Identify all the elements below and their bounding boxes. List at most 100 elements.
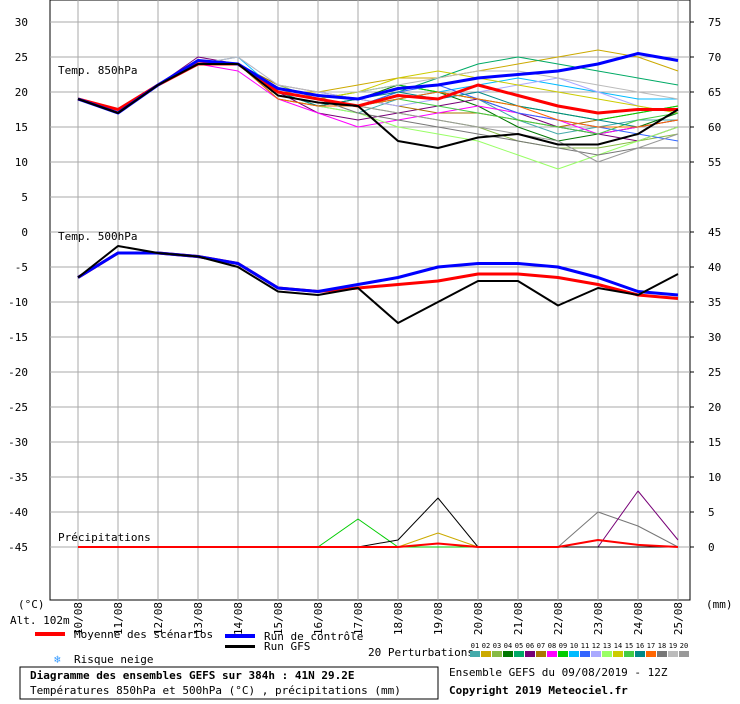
- y-tick-label: -40: [8, 506, 28, 519]
- x-tick-label: 13/08: [192, 602, 205, 635]
- y2-tick-label: 15: [708, 436, 721, 449]
- y2-tick-label: 40: [708, 261, 721, 274]
- plot-frame: [49, 0, 691, 601]
- y-tick-label: 5: [21, 191, 28, 204]
- perturbation-swatch: [481, 651, 491, 657]
- series-line: [77, 245, 679, 324]
- snow-label: Risque neige: [74, 653, 153, 666]
- x-tick-label: 14/08: [232, 602, 245, 635]
- perturbation-number: 18: [658, 642, 666, 650]
- perturbation-number: 02: [482, 642, 490, 650]
- perturbation-number: 13: [603, 642, 611, 650]
- y2-tick-label: 70: [708, 51, 721, 64]
- perturbation-swatch: [635, 651, 645, 657]
- perturbation-number: 12: [592, 642, 600, 650]
- perturbation-number: 16: [636, 642, 644, 650]
- perturbation-swatch: [470, 651, 480, 657]
- y-tick-label: -45: [8, 541, 28, 554]
- x-tick-label: 20/08: [472, 602, 485, 635]
- perturbation-legend: 01 02 03 04 05 06 07 08 09 10 11 12 13 14 15 16 17 18 19 20: [470, 642, 689, 657]
- x-tick-label: 15/08: [272, 602, 285, 635]
- y2-tick-label: 30: [708, 331, 721, 344]
- perturbation-swatch: [668, 651, 678, 657]
- perturbation-number: 03: [493, 642, 501, 650]
- y-tick-label: -25: [8, 401, 28, 414]
- perturbation-swatch: [580, 651, 590, 657]
- legend-swatch: [35, 632, 65, 636]
- perturbation-number: 14: [614, 642, 622, 650]
- legend-swatch: [225, 634, 255, 638]
- x-tick-label: 18/08: [392, 602, 405, 635]
- right-unit: (mm): [706, 598, 733, 611]
- perturbation-swatch: [536, 651, 546, 657]
- perturbation-number: 19: [669, 642, 677, 650]
- y-tick-label: 20: [15, 86, 28, 99]
- y-tick-label: -10: [8, 296, 28, 309]
- y2-tick-label: 55: [708, 156, 721, 169]
- y2-tick-label: 10: [708, 471, 721, 484]
- chart-subtitle: Températures 850hPa et 500hPa (°C) , pré…: [30, 684, 401, 697]
- perturbation-number: 17: [647, 642, 655, 650]
- series-line: [77, 52, 679, 115]
- legend-label: Run de contrôle: [264, 630, 363, 643]
- perturbation-number: 09: [559, 642, 567, 650]
- perturbation-swatch: [613, 651, 623, 657]
- perturbation-swatch: [547, 651, 557, 657]
- perturbation-number: 07: [537, 642, 545, 650]
- y-tick-label: -30: [8, 436, 28, 449]
- y2-tick-label: 5: [708, 506, 715, 519]
- y-tick-label: 25: [15, 51, 28, 64]
- y2-tick-label: 45: [708, 226, 721, 239]
- perturbation-number: 08: [548, 642, 556, 650]
- y2-tick-label: 0: [708, 541, 715, 554]
- x-tick-label: 25/08: [672, 602, 685, 635]
- y2-tick-label: 65: [708, 86, 721, 99]
- perturbation-number: 20: [680, 642, 688, 650]
- perturbation-number: 04: [504, 642, 512, 650]
- y2-tick-label: 35: [708, 296, 721, 309]
- title-box: [19, 666, 439, 700]
- y-tick-label: 15: [15, 121, 28, 134]
- perturbation-swatch: [492, 651, 502, 657]
- y-tick-label: -5: [15, 261, 28, 274]
- perturbation-number: 10: [570, 642, 578, 650]
- x-tick-label: 23/08: [592, 602, 605, 635]
- perturbation-swatch: [525, 651, 535, 657]
- perturbation-swatch: [679, 651, 689, 657]
- panel-title: Temp. 850hPa: [58, 64, 137, 77]
- perturbation-number: 01: [471, 642, 479, 650]
- perturbation-number: 15: [625, 642, 633, 650]
- perturbation-swatch: [558, 651, 568, 657]
- panel-title: Temp. 500hPa: [58, 230, 137, 243]
- x-tick-label: 16/08: [312, 602, 325, 635]
- perturbation-swatch: [624, 651, 634, 657]
- perturbation-swatch: [514, 651, 524, 657]
- y2-tick-label: 60: [708, 121, 721, 134]
- x-tick-label: 21/08: [512, 602, 525, 635]
- run-info: Ensemble GEFS du 09/08/2019 - 12Z: [449, 666, 668, 679]
- precip-line: [78, 539, 679, 548]
- perturbation-number: 11: [581, 642, 589, 650]
- perturbation-number: 06: [526, 642, 534, 650]
- left-unit: (°C): [18, 598, 45, 611]
- marks: [77, 49, 679, 548]
- y-tick-label: 30: [15, 16, 28, 29]
- perturbation-swatch: [646, 651, 656, 657]
- snow-icon: ❄: [54, 653, 61, 666]
- y-tick-label: -15: [8, 331, 28, 344]
- perturbation-swatch: [503, 651, 513, 657]
- y2-tick-label: 75: [708, 16, 721, 29]
- legend-label: Run GFS: [264, 640, 310, 653]
- legend-label: Moyenne des scénarios: [74, 628, 213, 641]
- altitude: Alt. 102m: [10, 614, 70, 627]
- perturbation-number: 05: [515, 642, 523, 650]
- y-tick-label: -35: [8, 471, 28, 484]
- copyright: Copyright 2019 Meteociel.fr: [449, 684, 628, 697]
- precip-title: Précipitations: [58, 531, 151, 544]
- y-tick-label: 10: [15, 156, 28, 169]
- perturbations-label: 20 Perturbations: [368, 646, 474, 659]
- x-tick-label: 11/08: [112, 602, 125, 635]
- x-tick-label: 10/08: [72, 602, 85, 635]
- x-tick-label: 17/08: [352, 602, 365, 635]
